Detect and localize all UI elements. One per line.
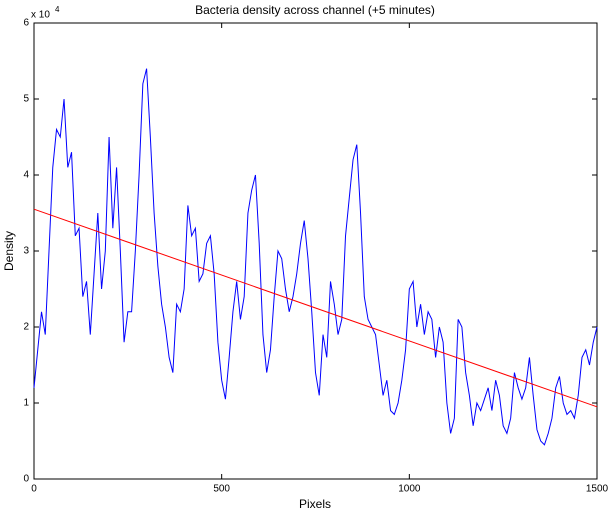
y-tick-label: 2 — [23, 322, 29, 333]
chart-title: Bacteria density across channel (+5 minu… — [195, 3, 435, 17]
x-tick-label: 0 — [31, 484, 37, 495]
x-axis-label: Pixels — [299, 497, 331, 511]
x-tick-label: 1000 — [398, 484, 421, 495]
y-tick-label: 1 — [23, 398, 29, 409]
y-tick-label: 5 — [23, 94, 29, 105]
y-multiplier: x 10 — [31, 10, 50, 21]
y-axis-label: Density — [2, 231, 16, 271]
y-tick-label: 6 — [23, 18, 29, 29]
y-tick-label: 4 — [23, 170, 29, 181]
y-exponent: 4 — [55, 5, 60, 14]
y-tick-label: 0 — [23, 474, 29, 485]
data-line — [33, 208, 598, 408]
x-tick-label: 1500 — [586, 484, 609, 495]
y-tick-label: 3 — [23, 246, 29, 257]
data-line — [33, 68, 598, 446]
x-tick-label: 500 — [213, 484, 230, 495]
